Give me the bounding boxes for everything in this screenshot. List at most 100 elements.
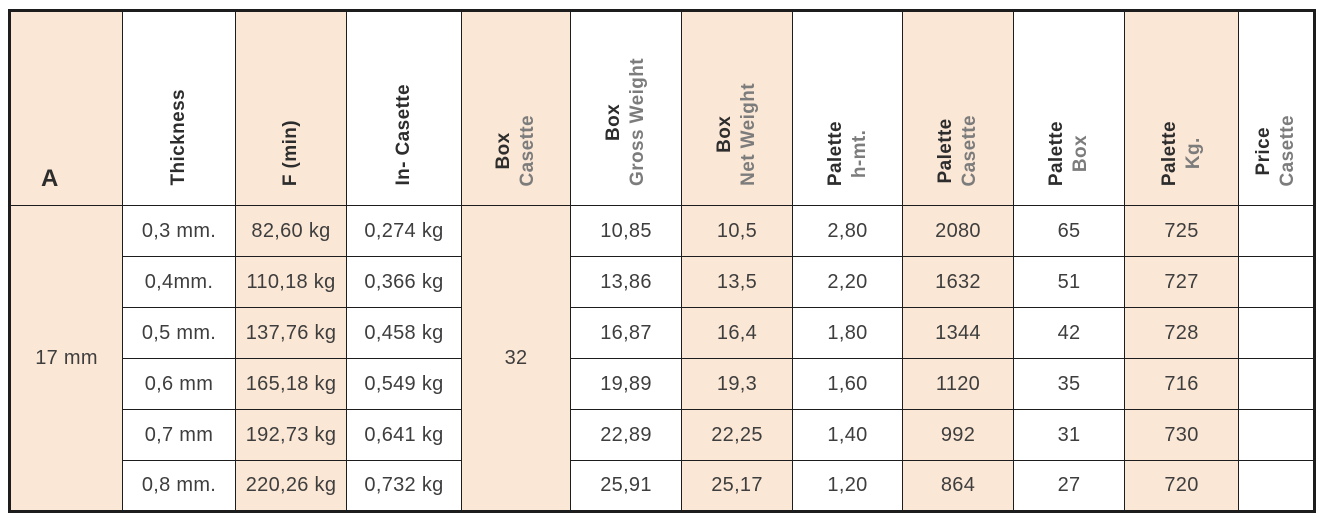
- col-header-box-casette: Box Casette: [461, 10, 571, 206]
- cell-palette-casette: 1344: [902, 307, 1014, 359]
- price-table-container: A Thickness F (min) In- Casette Box Case…: [8, 9, 1316, 513]
- cell-palette-box: 51: [1013, 256, 1125, 308]
- data-row: 0,5 mm. 137,76 kg 0,458 kg 16,87 16,4 1,…: [10, 307, 1315, 359]
- cell-box-casette-group: 32: [461, 205, 571, 512]
- col-header-box-casette-line1: Box: [493, 131, 515, 169]
- cell-price: [1238, 409, 1315, 461]
- cell-palette-box: 65: [1013, 205, 1125, 257]
- col-header-palette-kg-line2: Kg.: [1182, 137, 1204, 170]
- col-header-palette-h-mt: Palette h-mt.: [792, 10, 903, 206]
- cell-thickness: 0,6 mm: [122, 358, 236, 410]
- cell-palette-kg: 727: [1124, 256, 1239, 308]
- col-header-a-label: A: [41, 165, 59, 192]
- cell-box-net: 25,17: [681, 460, 793, 512]
- col-header-palette-kg-line1: Palette: [1158, 120, 1180, 186]
- cell-thickness: 0,7 mm: [122, 409, 236, 461]
- col-header-palette-h-line1: Palette: [824, 120, 846, 186]
- col-header-palette-box-line2: Box: [1070, 134, 1091, 172]
- col-header-palette-box-line1: Palette: [1046, 120, 1068, 186]
- cell-box-gross: 13,86: [570, 256, 682, 308]
- cell-palette-kg: 728: [1124, 307, 1239, 359]
- col-header-price-line2: Casette: [1277, 114, 1298, 186]
- cell-in-casette: 0,641 kg: [346, 409, 462, 461]
- price-table: A Thickness F (min) In- Casette Box Case…: [8, 9, 1316, 513]
- cell-price: [1238, 256, 1315, 308]
- cell-palette-h: 2,80: [792, 205, 903, 257]
- cell-in-casette: 0,732 kg: [346, 460, 462, 512]
- cell-price: [1238, 358, 1315, 410]
- cell-palette-casette: 864: [902, 460, 1014, 512]
- cell-palette-h: 1,20: [792, 460, 903, 512]
- cell-box-net: 22,25: [681, 409, 793, 461]
- col-header-palette-h-line2: h-mt.: [848, 129, 870, 178]
- cell-f-min: 137,76 kg: [235, 307, 347, 359]
- cell-box-net: 19,3: [681, 358, 793, 410]
- cell-price: [1238, 307, 1315, 359]
- cell-in-casette: 0,366 kg: [346, 256, 462, 308]
- col-header-price-line1: Price: [1253, 126, 1275, 175]
- cell-palette-kg: 716: [1124, 358, 1239, 410]
- cell-in-casette: 0,458 kg: [346, 307, 462, 359]
- cell-box-net: 10,5: [681, 205, 793, 257]
- data-row: 0,6 mm 165,18 kg 0,549 kg 19,89 19,3 1,6…: [10, 358, 1315, 410]
- col-header-palette-kg: Palette Kg.: [1124, 10, 1239, 206]
- cell-f-min: 220,26 kg: [235, 460, 347, 512]
- col-header-f-min-label: F (min): [280, 119, 302, 186]
- cell-in-casette: 0,549 kg: [346, 358, 462, 410]
- col-header-a: A: [9, 10, 123, 206]
- cell-palette-casette: 1632: [902, 256, 1014, 308]
- col-header-palette-casette-line1: Palette: [935, 117, 957, 183]
- cell-box-net: 13,5: [681, 256, 793, 308]
- col-header-price-casette: Price Casette: [1238, 10, 1315, 206]
- cell-size-group: 17 mm: [9, 205, 123, 512]
- col-header-box-gross-weight: Box Gross Weight: [570, 10, 682, 206]
- col-header-box-net-line1: Box: [714, 116, 736, 154]
- cell-in-casette: 0,274 kg: [346, 205, 462, 257]
- cell-box-gross: 25,91: [570, 460, 682, 512]
- col-header-thickness: Thickness: [122, 10, 236, 206]
- cell-palette-kg: 720: [1124, 460, 1239, 512]
- cell-palette-h: 2,20: [792, 256, 903, 308]
- col-header-box-gross-line2: Gross Weight: [627, 58, 648, 186]
- cell-palette-h: 1,40: [792, 409, 903, 461]
- cell-palette-box: 42: [1013, 307, 1125, 359]
- cell-box-net: 16,4: [681, 307, 793, 359]
- cell-palette-casette: 992: [902, 409, 1014, 461]
- cell-f-min: 82,60 kg: [235, 205, 347, 257]
- col-header-box-casette-line2: Casette: [517, 114, 538, 186]
- cell-f-min: 192,73 kg: [235, 409, 347, 461]
- cell-palette-kg: 725: [1124, 205, 1239, 257]
- data-row: 17 mm 0,3 mm. 82,60 kg 0,274 kg 32 10,85…: [9, 205, 1315, 512]
- cell-price: [1238, 205, 1315, 257]
- header-row: A Thickness F (min) In- Casette Box Case…: [9, 10, 1315, 206]
- cell-palette-h: 1,80: [792, 307, 903, 359]
- cell-thickness: 0,5 mm.: [122, 307, 236, 359]
- cell-box-gross: 19,89: [570, 358, 682, 410]
- col-header-thickness-label: Thickness: [168, 89, 190, 186]
- col-header-in-casette: In- Casette: [346, 10, 462, 206]
- cell-palette-casette: 2080: [902, 205, 1014, 257]
- col-header-palette-casette: Palette Casette: [902, 10, 1014, 206]
- cell-thickness: 0,8 mm.: [122, 460, 236, 512]
- cell-thickness: 0,4mm.: [122, 256, 236, 308]
- cell-palette-h: 1,60: [792, 358, 903, 410]
- cell-palette-casette: 1120: [902, 358, 1014, 410]
- col-header-palette-box: Palette Box: [1013, 10, 1125, 206]
- cell-box-gross: 22,89: [570, 409, 682, 461]
- col-header-f-min: F (min): [235, 10, 347, 206]
- data-row: 0,7 mm 192,73 kg 0,641 kg 22,89 22,25 1,…: [10, 409, 1315, 461]
- data-row: 0,8 mm. 220,26 kg 0,732 kg 25,91 25,17 1…: [10, 460, 1315, 512]
- cell-price: [1238, 460, 1315, 512]
- cell-palette-box: 35: [1013, 358, 1125, 410]
- cell-palette-box: 27: [1013, 460, 1125, 512]
- cell-palette-kg: 730: [1124, 409, 1239, 461]
- col-header-box-net-weight: Box Net Weight: [681, 10, 793, 206]
- cell-f-min: 165,18 kg: [235, 358, 347, 410]
- col-header-box-gross-line1: Box: [603, 103, 625, 141]
- cell-f-min: 110,18 kg: [235, 256, 347, 308]
- col-header-palette-casette-line2: Casette: [959, 114, 980, 186]
- cell-thickness: 0,3 mm.: [122, 205, 236, 257]
- cell-box-gross: 10,85: [570, 205, 682, 257]
- data-row: 0,4mm. 110,18 kg 0,366 kg 13,86 13,5 2,2…: [10, 256, 1315, 308]
- cell-palette-box: 31: [1013, 409, 1125, 461]
